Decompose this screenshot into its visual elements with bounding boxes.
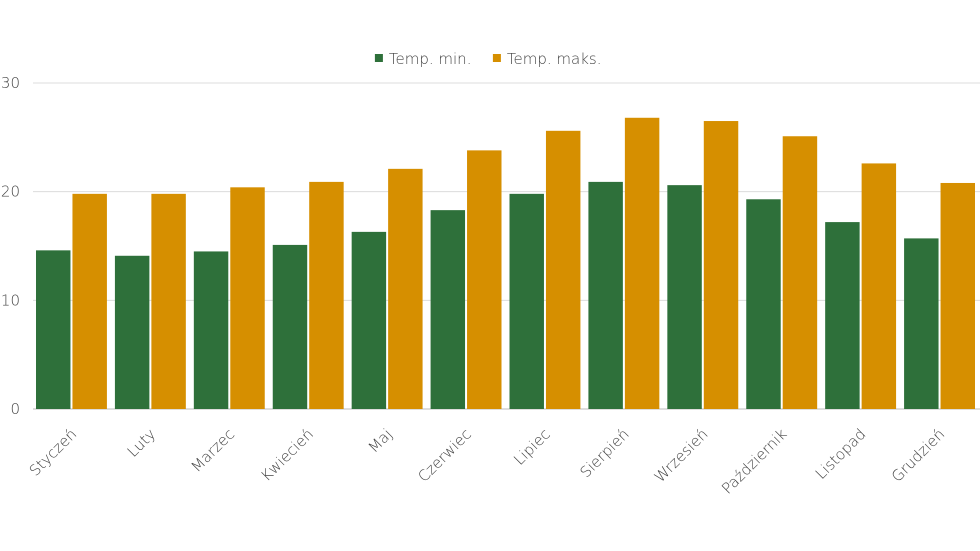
bar xyxy=(703,121,739,410)
x-tick-label: Grudzień xyxy=(888,425,949,486)
bar xyxy=(72,193,107,409)
x-tick-label: Maj xyxy=(365,425,396,456)
bar xyxy=(904,238,939,409)
y-tick-label: 20 xyxy=(1,183,20,201)
bar xyxy=(940,182,975,409)
bar xyxy=(151,193,186,409)
bar xyxy=(624,117,660,410)
x-tick-label: Luty xyxy=(124,425,160,461)
bar xyxy=(272,244,308,409)
bar xyxy=(467,150,502,409)
legend-label: Temp. maks. xyxy=(507,50,602,68)
y-tick-label: 0 xyxy=(10,400,20,418)
bar xyxy=(193,251,229,409)
bar xyxy=(825,222,860,409)
legend-label: Temp. min. xyxy=(389,50,472,68)
x-tick-label: Październik xyxy=(718,425,791,498)
bar xyxy=(430,210,466,409)
bar xyxy=(746,199,781,409)
bar xyxy=(230,187,265,409)
bar xyxy=(545,130,581,409)
bar xyxy=(667,185,702,409)
x-tick-label: Sierpień xyxy=(576,425,632,481)
x-tick-label: Listopad xyxy=(812,425,870,483)
legend-swatch xyxy=(492,54,501,62)
legend-swatch xyxy=(374,54,383,62)
y-tick-label: 10 xyxy=(1,291,20,309)
x-tick-label: Czerwiec xyxy=(414,425,475,486)
x-tick-label: Lipiec xyxy=(510,425,554,469)
bar xyxy=(588,181,623,409)
x-tick-label: Wrzesień xyxy=(651,425,712,486)
bar xyxy=(861,163,897,409)
bar xyxy=(114,255,150,409)
bar xyxy=(351,231,387,409)
x-tick-label: Styczeń xyxy=(26,425,81,480)
bar xyxy=(388,168,423,409)
bar xyxy=(309,181,344,409)
bar xyxy=(782,136,818,409)
y-tick-label: 30 xyxy=(1,74,20,92)
bar xyxy=(36,250,71,409)
x-tick-label: Kwiecień xyxy=(257,425,317,485)
x-tick-label: Marzec xyxy=(187,425,238,476)
bar xyxy=(509,193,544,409)
